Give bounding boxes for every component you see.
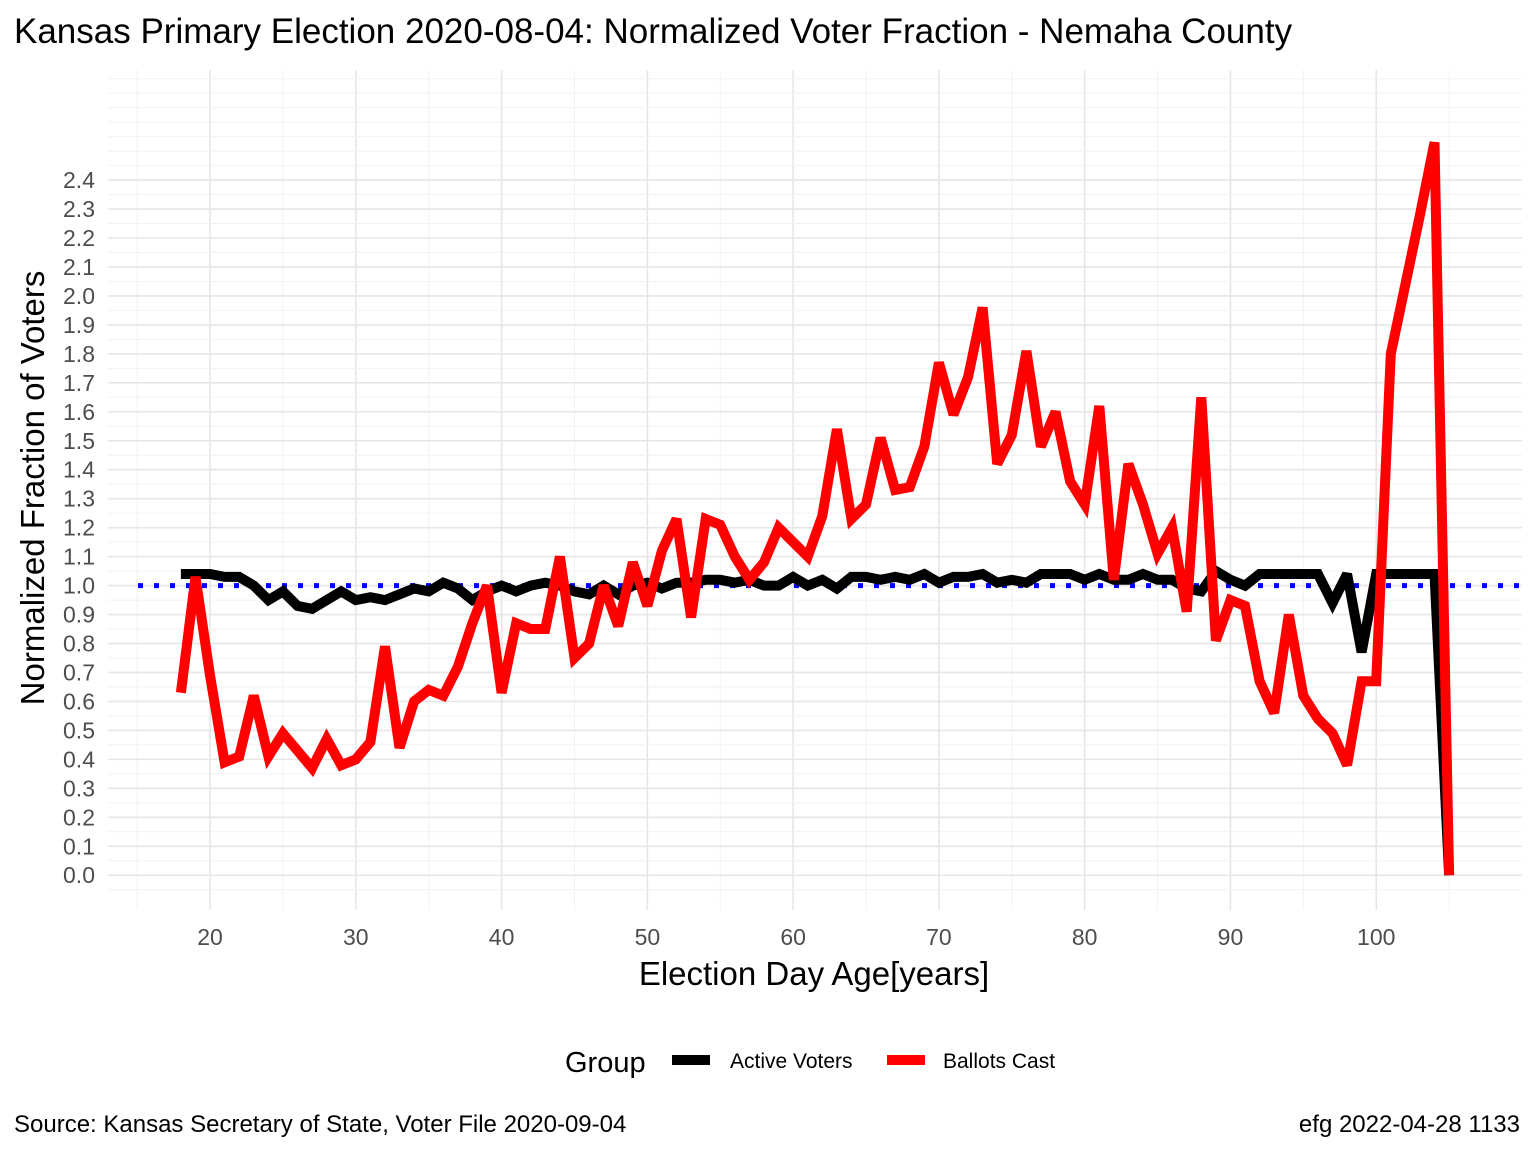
x-tick-label: 80 — [1072, 924, 1098, 950]
y-tick-label: 1.3 — [63, 486, 95, 512]
y-tick-label: 0.4 — [63, 746, 95, 772]
y-tick-label: 0.7 — [63, 659, 95, 685]
x-axis-label: Election Day Age[years] — [639, 955, 989, 992]
y-tick-label: 1.2 — [63, 515, 95, 541]
x-tick-label: 100 — [1357, 924, 1395, 950]
legend-title: Group — [565, 1047, 646, 1079]
y-tick-label: 1.7 — [63, 370, 95, 396]
y-tick-label: 1.9 — [63, 312, 95, 338]
x-tick-label: 40 — [489, 924, 515, 950]
legend-label-ballots-cast: Ballots Cast — [943, 1050, 1055, 1073]
legend-label-active-voters: Active Voters — [730, 1050, 853, 1073]
y-tick-label: 2.4 — [63, 167, 95, 193]
x-tick-label: 70 — [926, 924, 952, 950]
y-tick-label: 0.6 — [63, 688, 95, 714]
x-tick-label: 20 — [197, 924, 223, 950]
y-tick-label: 2.0 — [63, 283, 95, 309]
series-line-ballots-cast — [175, 141, 1455, 876]
y-tick-label: 1.4 — [63, 457, 95, 483]
y-tick-labels: 0.0 0.1 0.2 0.3 0.4 0.5 0.6 0.70.8 0.9 1.0 1.1 1.2 1… — [63, 167, 95, 888]
y-tick-label: 2.2 — [63, 225, 95, 251]
grid — [108, 70, 1522, 910]
y-tick-label: 1.5 — [63, 428, 95, 454]
y-tick-label: 0.8 — [63, 631, 95, 657]
chart-title: Kansas Primary Election 2020-08-04: Norm… — [14, 12, 1293, 51]
y-tick-label: 1.1 — [63, 544, 95, 570]
y-tick-label: 0.3 — [63, 775, 95, 801]
y-axis-label: Normalized Fraction of Voters — [14, 271, 51, 706]
y-tick-label: 1.8 — [63, 341, 95, 367]
source-caption: Source: Kansas Secretary of State, Voter… — [14, 1111, 626, 1138]
series-layer — [175, 141, 1455, 876]
x-tick-label: 90 — [1218, 924, 1244, 950]
y-tick-label: 1.6 — [63, 399, 95, 425]
y-tick-label: 0.0 — [63, 862, 95, 888]
y-tick-label: 0.2 — [63, 804, 95, 830]
x-tick-label: 60 — [780, 924, 806, 950]
y-tick-label: 1.0 — [63, 573, 95, 599]
x-tick-labels: 20 30 40 50 60 70 80 90 100 — [197, 924, 1395, 950]
x-tick-label: 50 — [635, 924, 661, 950]
y-tick-label: 0.9 — [63, 602, 95, 628]
timestamp-caption: efg 2022-04-28 1133 — [1299, 1111, 1520, 1138]
x-tick-label: 30 — [343, 924, 369, 950]
y-tick-label: 0.5 — [63, 717, 95, 743]
y-tick-label: 0.1 — [63, 833, 95, 859]
y-tick-label: 2.1 — [63, 254, 95, 280]
y-tick-label: 2.3 — [63, 196, 95, 222]
series-line-active-voters — [180, 564, 1455, 876]
legend: Group Active Voters Ballots Cast — [565, 1047, 1055, 1079]
